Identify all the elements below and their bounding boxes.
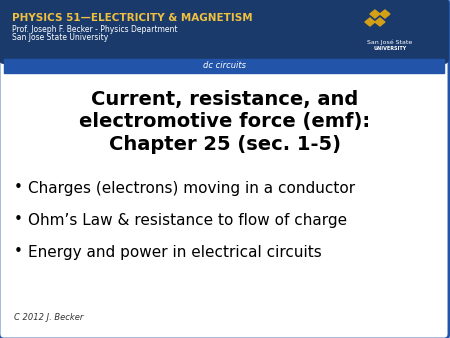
Text: Charges (electrons) moving in a conductor: Charges (electrons) moving in a conducto…	[28, 180, 355, 195]
Text: San Jose State University: San Jose State University	[12, 33, 108, 43]
Text: Prof. Joseph F. Becker - Physics Department: Prof. Joseph F. Becker - Physics Departm…	[12, 24, 177, 33]
Text: Energy and power in electrical circuits: Energy and power in electrical circuits	[28, 244, 322, 260]
Polygon shape	[365, 18, 375, 26]
Text: Chapter 25 (sec. 1-5): Chapter 25 (sec. 1-5)	[109, 135, 341, 153]
Bar	[4, 59, 444, 73]
Text: electromotive force (emf):: electromotive force (emf):	[79, 113, 370, 131]
Text: UNIVERSITY: UNIVERSITY	[374, 47, 406, 51]
Bar	[4, 35, 444, 63]
Polygon shape	[380, 10, 390, 18]
Text: dc circuits: dc circuits	[203, 62, 247, 71]
Text: PHYSICS 51—ELECTRICITY & MAGNETISM: PHYSICS 51—ELECTRICITY & MAGNETISM	[12, 13, 252, 23]
Text: San José State: San José State	[367, 39, 413, 45]
Text: •: •	[14, 180, 22, 195]
Text: C 2012 J. Becker: C 2012 J. Becker	[14, 314, 83, 322]
Polygon shape	[375, 18, 385, 26]
Text: •: •	[14, 244, 22, 260]
Text: Ohm’s Law & resistance to flow of charge: Ohm’s Law & resistance to flow of charge	[28, 213, 347, 227]
Text: Current, resistance, and: Current, resistance, and	[91, 91, 359, 110]
Polygon shape	[370, 10, 380, 18]
FancyBboxPatch shape	[0, 0, 449, 64]
Text: •: •	[14, 213, 22, 227]
